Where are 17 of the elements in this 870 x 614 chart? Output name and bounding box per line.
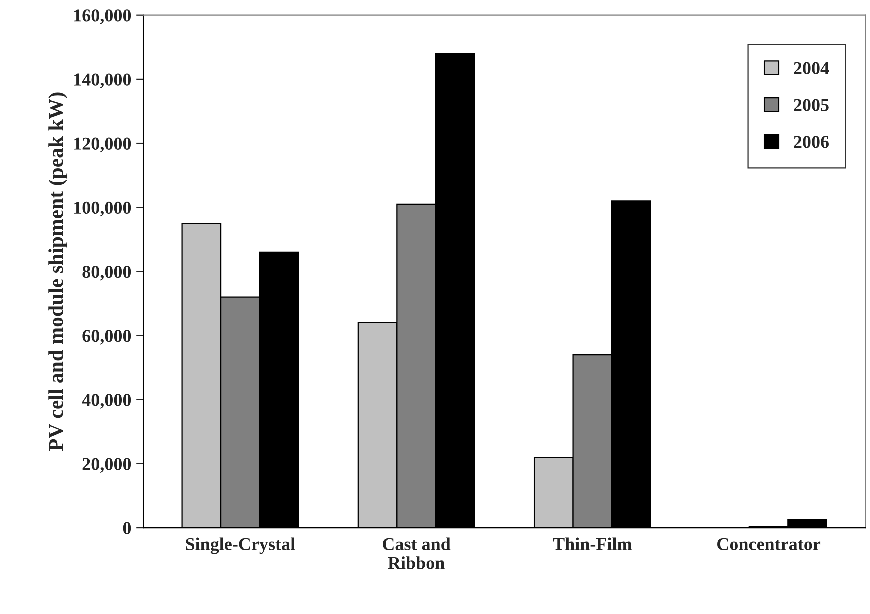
y-tick-label: 80,000 <box>82 266 132 281</box>
y-tick-label: 120,000 <box>74 138 132 153</box>
y-tick-label: 60,000 <box>82 330 132 345</box>
y-tick-label: 0 <box>123 522 132 534</box>
y-tick-label: 140,000 <box>74 74 132 88</box>
y-tick-label: 160,000 <box>74 10 132 24</box>
y-tick-label: 20,000 <box>82 458 132 474</box>
legend-label: 2004 <box>794 62 830 74</box>
legend-label: 2005 <box>794 99 829 112</box>
x-tick-label: Cast and Ribbon <box>383 538 451 570</box>
x-tick-label: Concentrator <box>718 538 821 550</box>
legend-label: 2006 <box>794 136 830 148</box>
y-axis-title: PV cell and module shipment (peak kW) <box>48 92 68 452</box>
x-tick-label: Thin-Film <box>553 538 632 550</box>
x-tick-label: Single-Crystal <box>186 538 296 554</box>
y-tick-label: 100,000 <box>74 202 132 217</box>
y-tick-label: 40,000 <box>82 394 132 409</box>
